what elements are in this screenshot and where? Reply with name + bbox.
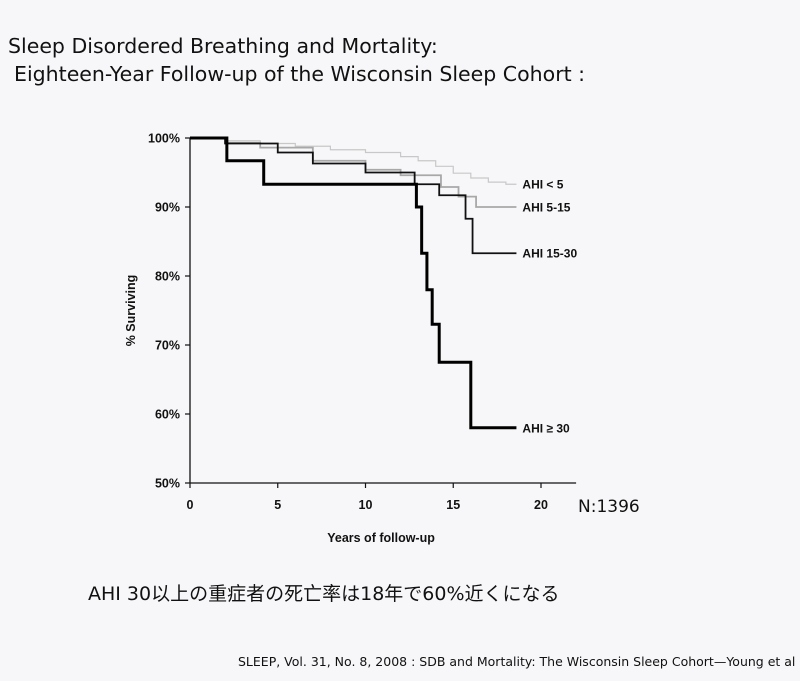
y-tick-label: 70%	[155, 339, 180, 353]
series-label-ahi-5: AHI < 5	[522, 178, 563, 192]
x-axis-title: Years of follow-up	[327, 531, 435, 545]
title-line-2: Eighteen-Year Follow-up of the Wisconsin…	[14, 62, 586, 86]
y-tick-label: 80%	[155, 270, 180, 284]
x-tick-label: 20	[534, 498, 548, 512]
y-tick-label: 60%	[155, 408, 180, 422]
series-line-ahi-5-15	[190, 137, 517, 208]
series-line-ahi-30	[190, 136, 517, 430]
y-axis-title: % Surviving	[124, 275, 138, 347]
x-tick-label: 0	[187, 498, 194, 512]
y-tick-label: 100%	[148, 132, 180, 146]
sample-size-label: N:1396	[578, 497, 640, 517]
x-tick-label: 5	[274, 498, 281, 512]
series-label-ahi-15-30: AHI 15-30	[522, 247, 577, 261]
x-tick-label: 10	[359, 498, 373, 512]
y-tick-label: 90%	[155, 201, 180, 215]
x-tick-label: 15	[446, 498, 460, 512]
japanese-note: AHI 30以上の重症者の死亡率は18年で60%近くになる	[88, 583, 560, 605]
y-tick-label: 50%	[155, 477, 180, 491]
citation: SLEEP, Vol. 31, No. 8, 2008 : SDB and Mo…	[238, 654, 796, 669]
series-label-ahi-30: AHI ≥ 30	[522, 421, 570, 435]
title-line-1: Sleep Disordered Breathing and Mortality…	[8, 34, 438, 58]
series-line-ahi-15-30	[190, 137, 517, 255]
series-label-ahi-5-15: AHI 5-15	[522, 201, 570, 215]
